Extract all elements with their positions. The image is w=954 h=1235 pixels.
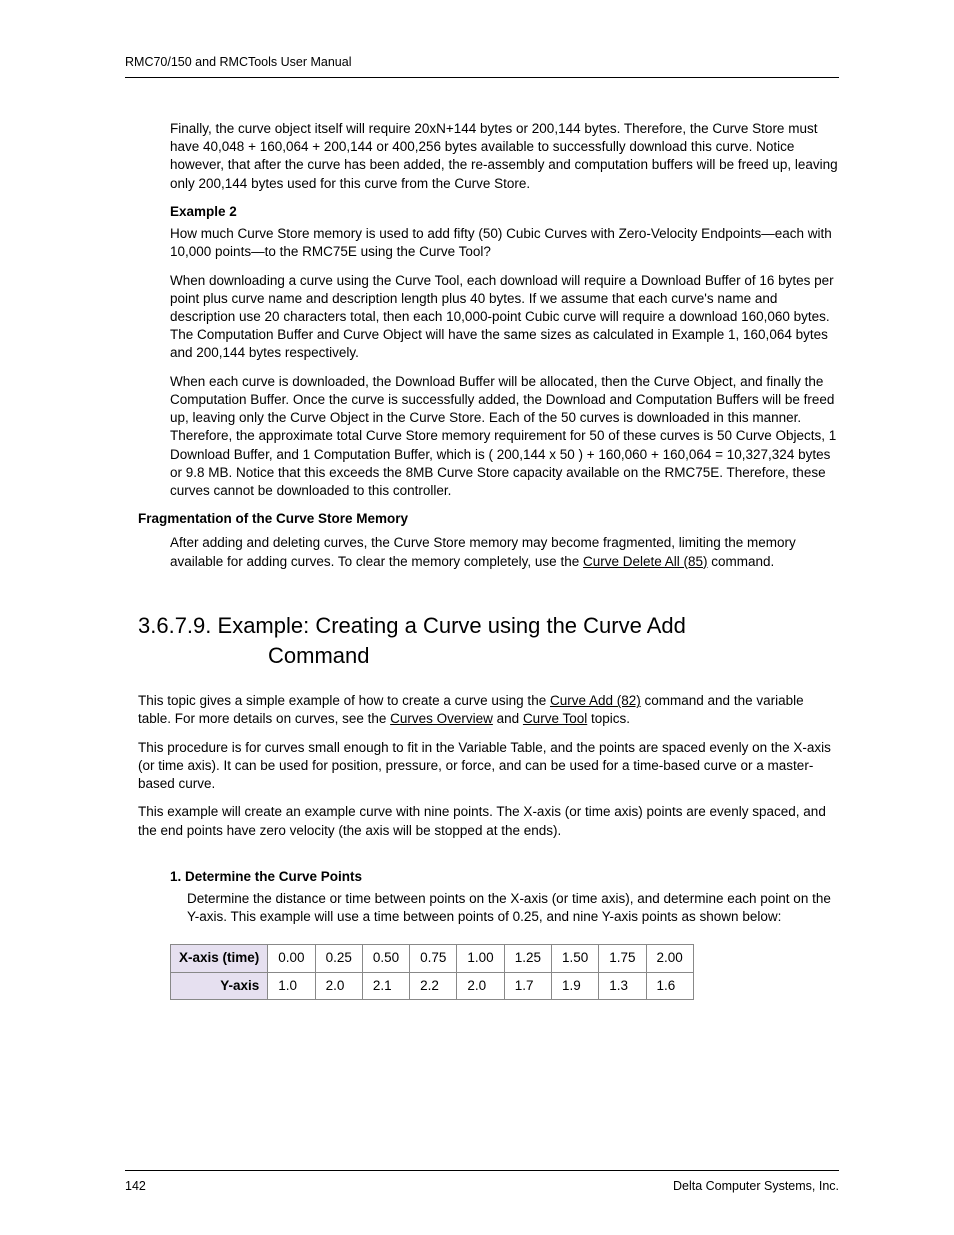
paragraph: This topic gives a simple example of how…: [125, 692, 839, 728]
paragraph: When each curve is downloaded, the Downl…: [125, 373, 839, 501]
paragraph: Finally, the curve object itself will re…: [125, 120, 839, 193]
table-cell: 1.50: [551, 945, 598, 972]
company-name: Delta Computer Systems, Inc.: [673, 1179, 839, 1193]
table-cell: 0.50: [362, 945, 409, 972]
section-title-line1: Example: Creating a Curve using the Curv…: [218, 613, 686, 638]
curve-points-table: X-axis (time) 0.00 0.25 0.50 0.75 1.00 1…: [170, 944, 694, 999]
section-heading: 3.6.7.9. Example: Creating a Curve using…: [125, 611, 839, 670]
paragraph: When downloading a curve using the Curve…: [125, 272, 839, 363]
page-container: RMC70/150 and RMCTools User Manual Final…: [0, 0, 954, 1235]
table-cell: 1.25: [504, 945, 551, 972]
header-title: RMC70/150 and RMCTools User Manual: [125, 55, 839, 69]
table-cell: 1.9: [551, 972, 598, 999]
link-curves-overview[interactable]: Curves Overview: [390, 711, 493, 726]
text-run: command.: [708, 554, 775, 569]
text-run: and: [493, 711, 523, 726]
section-number: 3.6.7.9.: [138, 613, 218, 638]
footer: 142 Delta Computer Systems, Inc.: [125, 1170, 839, 1193]
paragraph: After adding and deleting curves, the Cu…: [125, 534, 839, 570]
row-header-y: Y-axis: [171, 972, 268, 999]
table-cell: 2.0: [457, 972, 504, 999]
page-number: 142: [125, 1179, 146, 1193]
row-header-x: X-axis (time): [171, 945, 268, 972]
table-cell: 2.0: [315, 972, 362, 999]
table-cell: 1.6: [646, 972, 693, 999]
footer-row: 142 Delta Computer Systems, Inc.: [125, 1179, 839, 1193]
table-cell: 2.1: [362, 972, 409, 999]
table-cell: 1.00: [457, 945, 504, 972]
table-cell: 0.75: [410, 945, 457, 972]
link-curve-delete-all[interactable]: Curve Delete All (85): [583, 554, 708, 569]
fragmentation-heading: Fragmentation of the Curve Store Memory: [125, 510, 839, 528]
step-1-paragraph: Determine the distance or time between p…: [125, 890, 839, 926]
text-run: topics.: [587, 711, 630, 726]
example-2-heading: Example 2: [125, 203, 839, 221]
table-cell: 1.75: [599, 945, 646, 972]
header-rule: [125, 77, 839, 78]
table-cell: 1.7: [504, 972, 551, 999]
paragraph: How much Curve Store memory is used to a…: [125, 225, 839, 261]
body-content: Finally, the curve object itself will re…: [125, 120, 839, 1000]
table-cell: 2.00: [646, 945, 693, 972]
table-row: X-axis (time) 0.00 0.25 0.50 0.75 1.00 1…: [171, 945, 694, 972]
step-1-heading: 1. Determine the Curve Points: [125, 868, 839, 886]
paragraph: This example will create an example curv…: [125, 803, 839, 839]
text-run: This topic gives a simple example of how…: [138, 693, 550, 708]
table-cell: 0.25: [315, 945, 362, 972]
table-cell: 2.2: [410, 972, 457, 999]
table-cell: 0.00: [268, 945, 315, 972]
link-curve-tool[interactable]: Curve Tool: [523, 711, 587, 726]
table-cell: 1.0: [268, 972, 315, 999]
table-cell: 1.3: [599, 972, 646, 999]
link-curve-add[interactable]: Curve Add (82): [550, 693, 641, 708]
section-title-line2: Command: [138, 641, 839, 671]
table-row: Y-axis 1.0 2.0 2.1 2.2 2.0 1.7 1.9 1.3 1…: [171, 972, 694, 999]
paragraph: This procedure is for curves small enoug…: [125, 739, 839, 794]
footer-rule: [125, 1170, 839, 1171]
